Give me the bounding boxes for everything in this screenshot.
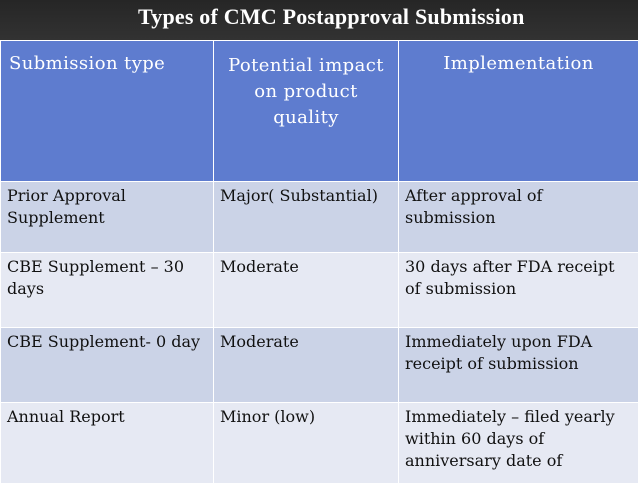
cell-impact: Major( Substantial) (214, 182, 399, 253)
cell-implementation: 30 days after FDA receipt of submission (399, 253, 638, 328)
header-potential-impact: Potential impact on product quality (214, 41, 399, 182)
cell-submission-type: CBE Supplement – 30 days (1, 253, 214, 328)
slide-title: Types of CMC Postapproval Submission (138, 4, 525, 30)
title-bar: Types of CMC Postapproval Submission (0, 0, 638, 40)
table-row: Prior Approval Supplement Major( Substan… (1, 182, 638, 253)
table-header-row: Submission type Potential impact on prod… (1, 41, 638, 182)
table-row: CBE Supplement – 30 days Moderate 30 day… (1, 253, 638, 328)
cell-impact: Minor (low) (214, 403, 399, 484)
cell-impact: Moderate (214, 328, 399, 403)
cell-submission-type: Prior Approval Supplement (1, 182, 214, 253)
header-submission-type: Submission type (1, 41, 214, 182)
cell-implementation: Immediately upon FDA receipt of submissi… (399, 328, 638, 403)
cell-submission-type: Annual Report (1, 403, 214, 484)
cell-implementation: Immediately – filed yearly within 60 day… (399, 403, 638, 484)
cell-implementation: After approval of submission (399, 182, 638, 253)
table-row: Annual Report Minor (low) Immediately – … (1, 403, 638, 484)
cell-impact: Moderate (214, 253, 399, 328)
table-row: CBE Supplement- 0 day Moderate Immediate… (1, 328, 638, 403)
cell-submission-type: CBE Supplement- 0 day (1, 328, 214, 403)
submission-types-table: Submission type Potential impact on prod… (0, 40, 638, 484)
header-implementation: Implementation (399, 41, 638, 182)
